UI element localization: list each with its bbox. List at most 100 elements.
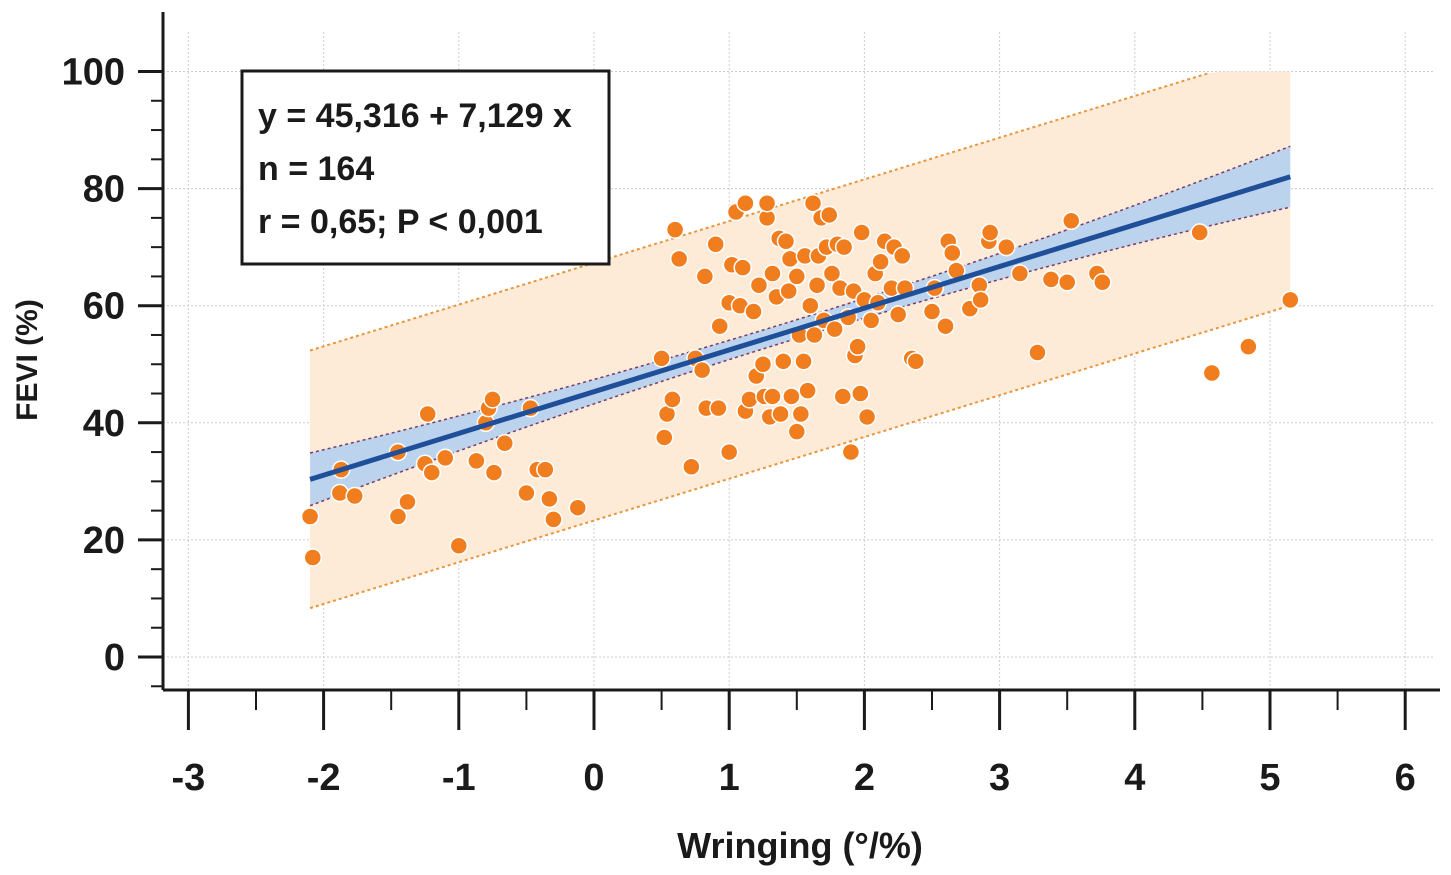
data-point <box>791 404 811 424</box>
data-point <box>695 267 715 286</box>
data-point <box>1010 264 1030 283</box>
data-point <box>418 404 437 424</box>
data-point <box>943 243 962 263</box>
data-point <box>544 510 563 529</box>
data-point <box>540 489 559 509</box>
x-tick-label: -1 <box>442 757 476 799</box>
x-axis-title: Wringing (°/%) <box>677 825 923 866</box>
data-point <box>1202 363 1222 383</box>
data-point <box>763 264 782 283</box>
data-point <box>706 234 725 254</box>
data-point <box>971 290 990 310</box>
stats-box-frame <box>240 69 611 266</box>
y-tick-label: 80 <box>83 169 125 211</box>
data-point <box>483 390 502 409</box>
data-point <box>807 275 827 295</box>
x-tick-label: 1 <box>719 757 740 799</box>
data-point <box>871 252 890 272</box>
data-point <box>852 223 871 242</box>
x-tick-label: 2 <box>854 757 875 799</box>
data-point <box>517 483 536 503</box>
data-point <box>801 296 820 315</box>
data-point <box>888 305 908 324</box>
x-tick-label: -3 <box>172 757 206 799</box>
y-tick-label: 60 <box>83 286 125 328</box>
x-tick-label: 0 <box>583 757 604 799</box>
data-point <box>841 442 861 462</box>
data-point <box>782 387 801 406</box>
data-points <box>300 193 1300 567</box>
data-point <box>1028 343 1047 362</box>
x-tick-label: 3 <box>989 757 1010 799</box>
data-point <box>774 352 793 371</box>
data-point <box>663 390 682 409</box>
confidence-upper-line <box>309 145 1291 454</box>
data-point <box>819 205 839 225</box>
data-point <box>822 264 842 283</box>
data-point <box>330 483 350 503</box>
regression-line-group <box>309 174 1292 482</box>
data-point <box>682 457 701 476</box>
data-point <box>303 548 323 567</box>
data-point <box>1239 337 1258 356</box>
data-point <box>787 267 807 286</box>
data-point <box>763 387 782 406</box>
data-point <box>652 349 671 368</box>
data-point <box>922 302 942 321</box>
data-point <box>692 360 712 380</box>
stats-r: r = 0,65; P < 0,001 <box>258 203 543 241</box>
data-point <box>794 352 813 371</box>
data-point <box>655 428 674 447</box>
data-point <box>1093 273 1112 292</box>
y-tick-label: 40 <box>83 403 125 445</box>
data-point <box>803 193 823 213</box>
data-point <box>780 249 800 269</box>
data-point <box>757 193 777 213</box>
data-point <box>436 448 455 468</box>
x-tick-labels: -3 -2 -1 0 1 2 3 4 5 6 <box>172 757 1416 799</box>
data-point <box>665 220 685 239</box>
stats-equation: y = 45,316 + 7,129 x <box>258 97 572 135</box>
data-point <box>833 387 853 406</box>
x-tick-label: 5 <box>1259 757 1280 799</box>
x-tick-label: 4 <box>1124 757 1145 799</box>
y-tick-label: 100 <box>62 52 125 94</box>
axes <box>138 12 1440 730</box>
y-tick-label: 0 <box>104 637 125 679</box>
data-point <box>997 237 1016 257</box>
data-point <box>776 232 796 251</box>
data-point <box>536 460 555 479</box>
data-point <box>1281 290 1300 310</box>
data-point <box>1062 211 1081 231</box>
stats-n: n = 164 <box>258 150 374 188</box>
data-point <box>449 536 469 556</box>
data-point <box>1190 223 1209 242</box>
data-point <box>388 507 408 526</box>
data-point <box>398 492 417 512</box>
data-point <box>467 451 486 471</box>
y-tick-labels: 0 20 40 60 80 100 <box>62 52 125 680</box>
data-point <box>848 337 867 356</box>
data-point <box>484 463 504 482</box>
data-point <box>719 442 739 462</box>
data-point <box>893 246 912 266</box>
data-point <box>771 404 790 424</box>
data-point <box>345 486 364 506</box>
data-point <box>710 316 729 336</box>
data-point <box>851 384 870 403</box>
data-point <box>798 381 817 400</box>
data-point <box>733 258 752 277</box>
data-point <box>825 319 844 339</box>
data-point <box>749 275 769 295</box>
prediction-lower-line <box>309 304 1291 610</box>
data-point <box>669 249 689 269</box>
data-point <box>805 325 824 345</box>
y-tick-label: 20 <box>83 520 125 562</box>
data-point <box>1057 273 1077 292</box>
x-tick-label: 6 <box>1395 757 1416 799</box>
data-point <box>744 302 763 321</box>
data-point <box>936 316 955 336</box>
data-point <box>740 390 759 409</box>
prediction-upper-line <box>309 72 1209 352</box>
